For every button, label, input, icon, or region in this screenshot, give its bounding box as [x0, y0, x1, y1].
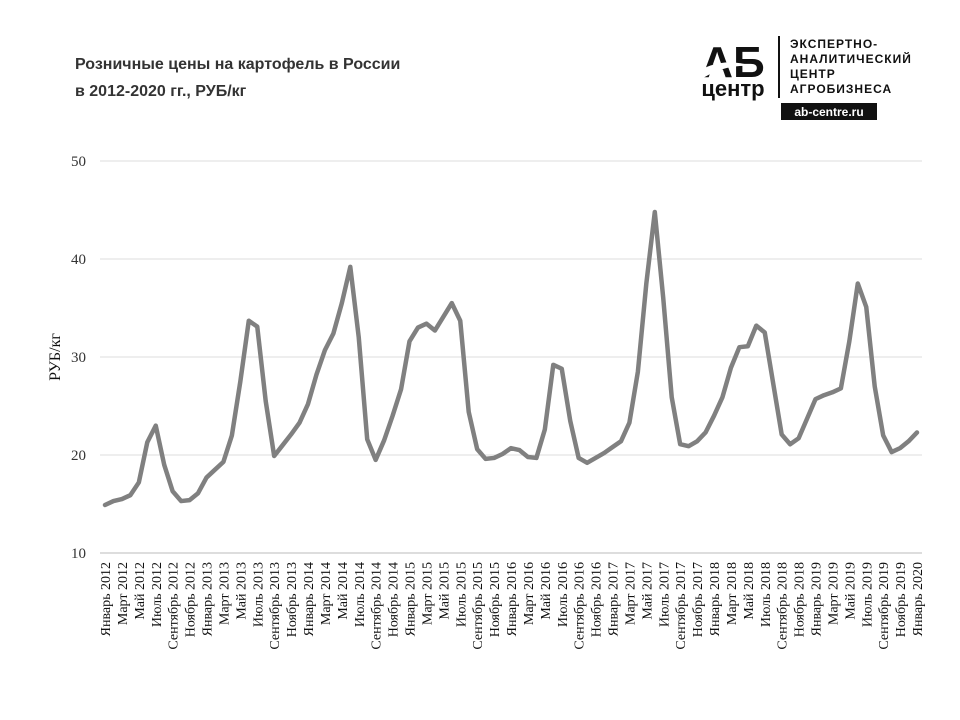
x-tick-label: Сентябрь 2016	[573, 562, 588, 650]
x-tick-label: Май 2013	[234, 562, 249, 620]
x-tick-label: Январь 2018	[708, 562, 723, 636]
x-tick-label: Март 2014	[319, 562, 334, 625]
x-tick-label: Июль 2015	[454, 562, 469, 627]
x-tick-label: Ноябрь 2018	[793, 562, 808, 637]
chart-title: Розничные цены на картофель в России	[75, 56, 400, 73]
x-tick-label: Май 2012	[133, 562, 148, 620]
x-tick-label: Март 2018	[725, 562, 740, 625]
x-tick-label: Март 2019	[826, 562, 841, 625]
x-tick-label: Июль 2018	[759, 562, 774, 627]
logo-url: ab-centre.ru	[794, 105, 863, 119]
x-tick-label: Сентябрь 2018	[776, 562, 791, 650]
x-tick-label: Май 2014	[336, 562, 351, 620]
x-tick-label: Май 2017	[640, 562, 655, 620]
x-tick-label: Сентябрь 2017	[674, 562, 689, 650]
x-tick-label: Сентябрь 2019	[877, 562, 892, 650]
x-tick-label: Март 2013	[217, 562, 232, 625]
x-tick-label: Ноябрь 2012	[184, 562, 199, 637]
x-tick-label: Июль 2016	[556, 562, 571, 627]
logo: АБ центр ЭКСПЕРТНО- АНАЛИТИЧЕСКИЙ ЦЕНТР …	[694, 36, 912, 120]
logo-mark: АБ	[701, 38, 764, 87]
x-tick-label: Январь 2016	[505, 562, 520, 636]
logo-text: ЭКСПЕРТНО-	[790, 37, 878, 51]
x-tick-label: Март 2015	[420, 562, 435, 625]
y-tick-label: 50	[71, 154, 86, 170]
y-axis-label: РУБ/кг	[47, 333, 64, 381]
x-tick-label: Май 2015	[437, 562, 452, 620]
x-tick-label: Май 2018	[742, 562, 757, 620]
x-tick-label: Сентябрь 2013	[268, 562, 283, 650]
y-tick-label: 40	[71, 252, 86, 268]
x-tick-label: Январь 2019	[810, 562, 825, 636]
y-tick-label: 10	[71, 546, 86, 562]
x-tick-label: Сентябрь 2012	[167, 562, 182, 650]
x-tick-label: Июль 2012	[150, 562, 165, 627]
x-tick-label: Ноябрь 2015	[488, 562, 503, 637]
logo-text: АНАЛИТИЧЕСКИЙ	[790, 51, 912, 66]
logo-url-box	[781, 103, 877, 120]
x-tick-label: Сентябрь 2014	[370, 562, 385, 650]
x-tick-label: Сентябрь 2015	[471, 562, 486, 650]
x-tick-label: Январь 2017	[607, 562, 622, 636]
logo-sub: центр	[701, 76, 764, 101]
x-tick-label: Май 2016	[539, 562, 554, 620]
x-tick-label: Ноябрь 2014	[387, 562, 402, 637]
x-tick-label: Ноябрь 2013	[285, 562, 300, 637]
x-tick-label: Март 2016	[522, 562, 537, 625]
x-tick-label: Июль 2013	[251, 562, 266, 627]
x-tick-label: Июль 2014	[353, 562, 368, 627]
chart-title: в 2012-2020 гг., РУБ/кг	[75, 83, 247, 100]
x-tick-label: Ноябрь 2017	[691, 562, 706, 637]
x-tick-label: Январь 2014	[302, 562, 317, 636]
x-tick-label: Январь 2020	[911, 562, 926, 636]
logo-text: ЦЕНТР	[790, 67, 836, 81]
x-tick-label: Июль 2019	[860, 562, 875, 627]
logo-leaf	[694, 62, 752, 80]
x-tick-label: Май 2019	[843, 562, 858, 620]
logo-text: АГРОБИЗНЕСА	[790, 82, 892, 96]
y-tick-label: 20	[71, 448, 86, 464]
x-tick-label: Март 2017	[623, 562, 638, 625]
data-line	[102, 209, 920, 508]
y-tick-label: 30	[71, 350, 86, 366]
x-tick-label: Январь 2013	[201, 562, 216, 636]
x-tick-label: Март 2012	[116, 562, 131, 625]
x-tick-label: Январь 2015	[404, 562, 419, 636]
x-tick-label: Ноябрь 2019	[894, 562, 909, 637]
x-tick-label: Июль 2017	[657, 562, 672, 627]
x-tick-label: Ноябрь 2016	[590, 562, 605, 637]
x-tick-label: Январь 2012	[99, 562, 114, 636]
